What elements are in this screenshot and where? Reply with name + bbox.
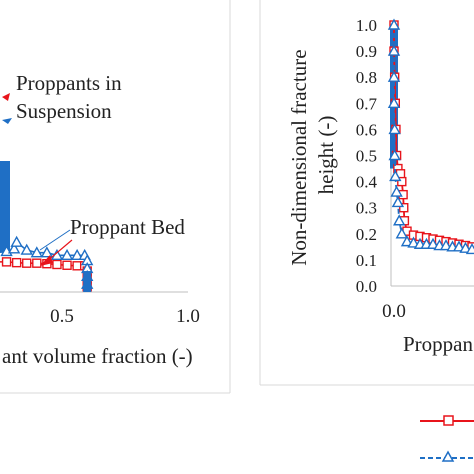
right-series-blue-point-12 — [407, 236, 420, 248]
right-series-blue-point-15 — [426, 237, 440, 249]
right-y-tick-0.5: 0.5 — [356, 147, 377, 166]
right-series-blue-point-2 — [387, 70, 401, 82]
right-y-tick-0.3: 0.3 — [356, 199, 377, 218]
annotation-bed-red-arrow — [40, 255, 53, 266]
right-x-tick-0.0: 0.0 — [382, 301, 406, 322]
left-series-blue-point-12 — [40, 246, 54, 258]
right-y-tick-0.9: 0.9 — [356, 42, 377, 61]
left-series-red-point-10 — [32, 258, 42, 268]
left-series-blue-point-11 — [30, 246, 43, 258]
right-series-blue-point-1 — [387, 44, 401, 56]
left-series-blue-point-8 — [7, 242, 21, 254]
right-series-blue-point-4 — [388, 122, 401, 135]
right-y-axis-label-line-2: height (-) — [314, 116, 338, 195]
annotation-suspension-line-2: Suspension — [16, 99, 112, 123]
right-series-blue-point-19 — [452, 240, 466, 252]
annotation-suspension-line-1: Proppants in — [16, 71, 122, 95]
right-series-blue-point-9 — [393, 214, 406, 226]
right-y-tick-0.1: 0.1 — [356, 251, 377, 270]
left-series-blue-point-14 — [60, 248, 74, 261]
right-series-blue-point-17 — [439, 239, 453, 251]
right-series-blue-point-5 — [388, 149, 401, 161]
right-y-tick-labels: 0.0 0.1 0.2 0.3 0.4 0.5 0.6 0.7 0.8 0.9 1.0 — [356, 16, 378, 296]
right-y-tick-1.0: 1.0 — [356, 16, 377, 35]
annotation-bed-blue-leader — [39, 229, 71, 251]
left-x-tick-0.5: 0.5 — [50, 306, 74, 327]
right-y-tick-0.8: 0.8 — [356, 68, 377, 87]
right-series-blue-point-6 — [389, 169, 402, 182]
right-x-axis-label: Proppan — [403, 332, 473, 356]
left-series-blue-point-10 — [20, 243, 33, 255]
right-blue-dense-column — [390, 25, 398, 169]
left-series-red-point-14 — [72, 261, 82, 271]
left-x-tick-1.0: 1.0 — [176, 306, 200, 327]
left-series-red-point-12 — [52, 259, 62, 270]
right-y-tick-0.7: 0.7 — [356, 94, 378, 113]
legend — [420, 415, 474, 462]
left-series-red-point-8 — [11, 257, 22, 268]
right-series-blue-point-7 — [390, 185, 403, 197]
left-series-blue-point-9 — [10, 235, 23, 247]
left-chart-marks — [0, 161, 94, 292]
left-x-axis-label: ant volume fraction (-) — [2, 344, 193, 368]
right-series-blue-point-8 — [391, 196, 405, 208]
left-series-red-point-7 — [1, 257, 12, 267]
right-series-blue-point-21 — [465, 243, 474, 255]
right-y-axis-label-line-1: Non-dimensional fracture — [287, 49, 311, 265]
right-series-blue-point-11 — [400, 235, 414, 247]
annotation-suspension-blue-arrow — [2, 118, 12, 124]
right-series-red-point-10 — [399, 202, 409, 213]
right-y-tick-0.2: 0.2 — [356, 225, 377, 244]
legend-red-marker — [443, 415, 454, 426]
right-series-red-point-8 — [397, 176, 407, 187]
right-series-red-line — [393, 25, 473, 248]
left-blue-dense-column — [0, 161, 10, 253]
right-series-blue-line — [393, 25, 473, 251]
right-series-blue-point-20 — [459, 241, 472, 253]
annotation-suspension-red-arrow — [2, 93, 10, 101]
right-series-blue-point-10 — [395, 227, 408, 239]
right-series-blue-point-0 — [387, 18, 401, 30]
left-series-red-point-9 — [22, 258, 32, 268]
right-y-axis-label: Non-dimensional fracture height (-) — [287, 44, 338, 266]
right-chart-marks — [387, 18, 474, 255]
right-y-tick-0.0: 0.0 — [356, 277, 377, 296]
left-series-red-point-13 — [62, 260, 72, 270]
right-y-tick-0.4: 0.4 — [356, 173, 378, 192]
right-series-blue-point-3 — [387, 96, 401, 108]
left-blue-bed-block — [83, 271, 92, 292]
annotation-proppant-bed: Proppant Bed — [70, 215, 185, 239]
legend-blue-marker — [441, 450, 455, 462]
left-series-blue-point-15 — [70, 248, 84, 261]
right-y-tick-0.6: 0.6 — [356, 120, 377, 139]
